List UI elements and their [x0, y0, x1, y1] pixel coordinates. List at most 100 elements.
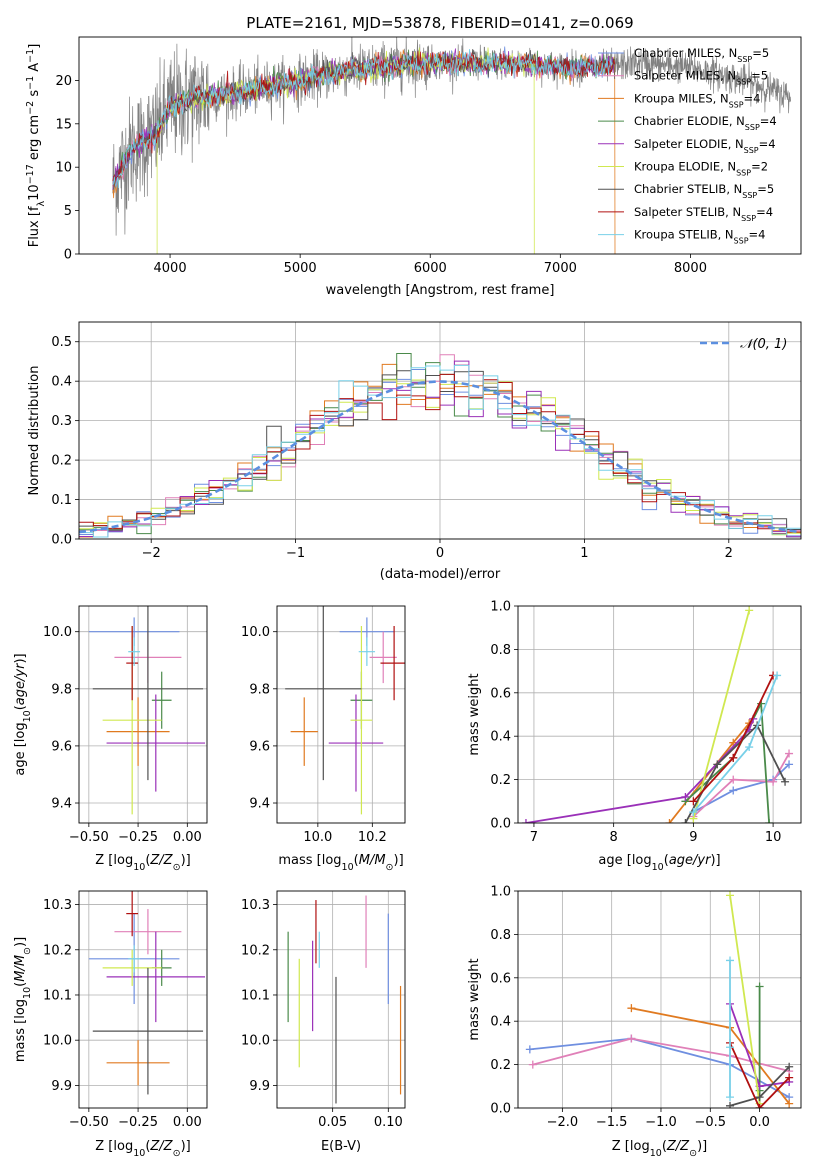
- x-tick-label: 4000: [154, 261, 187, 276]
- y-tick-label: 0.2: [490, 1058, 511, 1073]
- weight-marker: [729, 753, 738, 762]
- x-axis-label: Z [log10(Z/Z⊙)]: [95, 853, 190, 873]
- weight-marker: [765, 819, 774, 823]
- x-tick-label: −0.25: [118, 830, 158, 845]
- legend-entry: Salpeter MILES, NSSP=5: [634, 69, 768, 87]
- plot-content: [518, 891, 801, 1108]
- plot-area: [79, 891, 207, 1108]
- y-axis-label: mass [log10(M/M⊙)]: [13, 937, 33, 1062]
- x-axis-label: E(B-V): [321, 1139, 361, 1154]
- y-tick-label: 0.4: [490, 730, 511, 745]
- axes-mass_vs_Z: −0.50 −0.25 0.00 9.9 10.0 10.1 10.2 10.3 Z [log1…: [13, 890, 208, 1159]
- x-axis-label: mass [log10(M/M⊙)]: [278, 853, 403, 873]
- y-axis-label: Flux [fλ10−17 erg cm−2 s−1 A−1]: [25, 44, 47, 248]
- plot-area: [518, 606, 801, 823]
- x-tick-label: 6000: [414, 261, 447, 276]
- x-tick-label: 10: [765, 830, 782, 845]
- weight-marker: [713, 760, 722, 769]
- y-tick-label: 10.3: [43, 898, 72, 913]
- y-tick-label: 0.6: [490, 971, 511, 986]
- weight-marker: [785, 1099, 794, 1108]
- normal-curve: [79, 380, 799, 534]
- weight-marker: [627, 1004, 636, 1013]
- axes-frame: [78, 36, 802, 255]
- y-tick-label: 0: [64, 248, 72, 263]
- x-tick-label: 2: [725, 546, 733, 561]
- x-tick-label: −1.0: [645, 1115, 677, 1130]
- y-tick-label: 0.0: [51, 533, 72, 548]
- weight-marker: [521, 819, 530, 823]
- axes-age_vs_Z: −0.50 −0.25 0.00 9.4 9.6 9.8 10.0 Z [log10(Z/Z⊙…: [13, 605, 208, 873]
- x-tick-label: 7: [530, 830, 538, 845]
- plot-content: [79, 606, 207, 823]
- y-tick-label: 5: [64, 204, 72, 219]
- y-tick-label: 0.1: [51, 493, 72, 508]
- axes-residuals: −2 −1 0 1 2 0.0 0.1 0.2 0.3 0.4 0.5 (data-model)/er…: [27, 321, 802, 582]
- y-tick-label: 0.8: [490, 643, 511, 658]
- y-tick-label: 0.2: [51, 454, 72, 469]
- weight-marker: [745, 743, 754, 752]
- legend-entry: Kroupa MILES, NSSP=4: [634, 91, 761, 109]
- histogram-step: [79, 373, 801, 534]
- axes-frame: [78, 605, 208, 824]
- legend-entry: Salpeter STELIB, NSSP=4: [634, 205, 773, 223]
- x-tick-label: 10.0: [303, 830, 332, 845]
- weight-marker: [729, 775, 738, 784]
- y-tick-label: 10.2: [241, 943, 270, 958]
- x-tick-label: −1.5: [596, 1115, 628, 1130]
- weight-marker: [785, 749, 794, 758]
- x-tick-label: 8000: [674, 261, 707, 276]
- x-axis-label: (data-model)/error: [380, 567, 501, 582]
- y-tick-label: 9.6: [249, 739, 270, 754]
- axes-age_vs_mass: 10.0 10.2 9.4 9.6 9.8 10.0 mass [log10(M/M⊙)]: [241, 605, 406, 873]
- plot-area: [79, 606, 207, 823]
- x-axis-label: age [log10(age/yr)]: [598, 853, 720, 873]
- plot-content: [277, 606, 405, 823]
- weight-marker: [689, 808, 698, 817]
- x-tick-label: 0.00: [173, 1115, 202, 1130]
- y-tick-label: 1.0: [490, 885, 511, 900]
- axes-frame: [78, 321, 802, 540]
- y-tick-label: 0.5: [51, 335, 72, 350]
- axes-spectrum: 4000 5000 6000 7000 8000 0 5 10 15 20 wavelength […: [25, 36, 802, 298]
- plot-content: [112, 37, 791, 254]
- axes-frame: [517, 605, 802, 824]
- model-spectrum-line: [112, 49, 613, 189]
- plot-content: [277, 891, 405, 1108]
- weight-marker: [745, 606, 754, 615]
- x-tick-label: 1: [580, 546, 588, 561]
- plot-content: [518, 606, 801, 823]
- axes-frame: [276, 605, 406, 824]
- weight-marker: [755, 1093, 764, 1102]
- y-tick-label: 9.4: [249, 797, 270, 812]
- y-tick-label: 0.6: [490, 686, 511, 701]
- weight-marker: [755, 1104, 764, 1108]
- y-axis-label: mass weight: [467, 673, 482, 755]
- y-tick-label: 9.4: [51, 797, 72, 812]
- x-tick-label: 0.0: [749, 1115, 770, 1130]
- x-axis-label: Z [log10(Z/Z⊙)]: [612, 1139, 707, 1159]
- y-tick-label: 9.6: [51, 739, 72, 754]
- y-tick-label: 10.0: [241, 1034, 270, 1049]
- y-tick-label: 9.8: [249, 682, 270, 697]
- weight-marker: [773, 671, 782, 680]
- plot-area: [277, 891, 405, 1108]
- legend-entry: Chabrier STELIB, NSSP=5: [634, 182, 774, 200]
- weight-line: [692, 610, 751, 819]
- y-tick-label: 10.3: [241, 898, 270, 913]
- y-axis-label: mass weight: [467, 958, 482, 1040]
- x-tick-label: −0.5: [694, 1115, 726, 1130]
- weight-marker: [726, 1101, 735, 1108]
- x-tick-label: 8: [610, 830, 618, 845]
- axes-mass_vs_EBV: 0.05 0.10 9.9 10.0 10.1 10.2 10.3 E(B-V): [241, 890, 406, 1154]
- x-tick-label: 10.2: [358, 830, 387, 845]
- y-tick-label: 9.8: [51, 682, 72, 697]
- x-tick-label: −2.0: [547, 1115, 579, 1130]
- y-tick-label: 10: [55, 161, 72, 176]
- y-tick-label: 0.4: [51, 375, 72, 390]
- weight-marker: [689, 797, 698, 806]
- weight-marker: [785, 760, 794, 769]
- y-tick-label: 0.2: [490, 773, 511, 788]
- legend-entry: Salpeter ELODIE, NSSP=4: [634, 137, 776, 155]
